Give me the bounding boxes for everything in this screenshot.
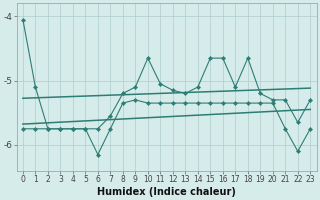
X-axis label: Humidex (Indice chaleur): Humidex (Indice chaleur) (97, 187, 236, 197)
